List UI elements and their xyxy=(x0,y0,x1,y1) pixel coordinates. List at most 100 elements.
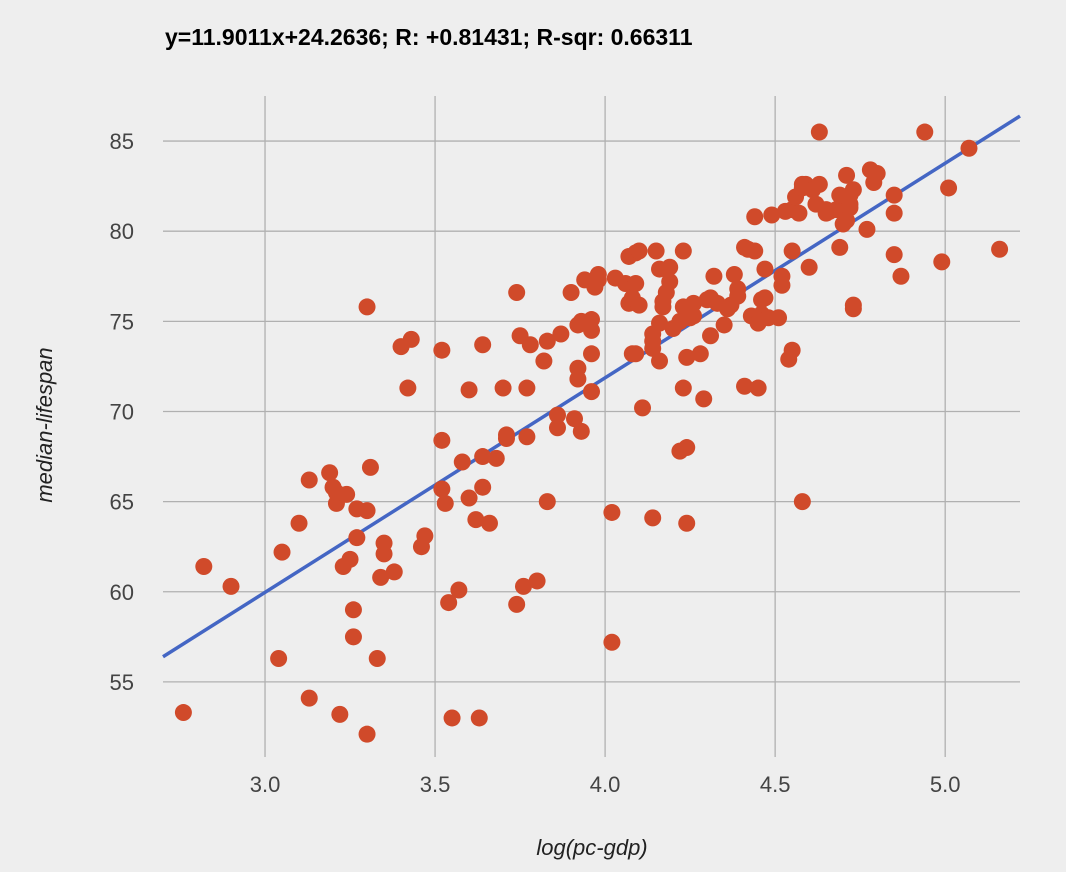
data-point xyxy=(729,280,747,298)
data-point xyxy=(773,276,791,294)
data-point xyxy=(831,238,849,256)
data-point xyxy=(736,377,754,395)
data-point xyxy=(705,267,723,285)
data-point xyxy=(372,568,390,586)
data-point xyxy=(678,348,696,366)
data-point xyxy=(603,633,621,651)
data-point xyxy=(433,480,451,498)
data-point xyxy=(538,493,556,511)
data-point xyxy=(467,511,485,529)
data-point xyxy=(634,399,652,417)
data-point xyxy=(603,503,621,521)
data-point xyxy=(793,493,811,511)
data-point xyxy=(348,529,366,547)
data-point xyxy=(518,428,536,446)
data-point xyxy=(290,514,308,532)
data-point xyxy=(358,502,376,520)
data-point xyxy=(627,274,645,292)
data-point xyxy=(885,186,903,204)
data-point xyxy=(630,296,648,314)
data-point xyxy=(548,419,566,437)
data-point xyxy=(385,563,403,581)
data-point xyxy=(746,242,764,260)
data-point xyxy=(402,330,420,348)
data-point xyxy=(174,704,192,722)
data-point xyxy=(583,345,600,363)
data-point xyxy=(715,316,733,334)
data-point xyxy=(756,260,774,278)
data-point xyxy=(838,166,856,184)
data-point xyxy=(885,246,903,264)
data-point xyxy=(344,628,362,646)
data-point xyxy=(433,431,451,449)
data-point xyxy=(470,709,488,727)
y-tick-label: 70 xyxy=(110,399,134,424)
data-point xyxy=(538,332,556,350)
data-point xyxy=(702,327,720,345)
data-point xyxy=(514,577,532,595)
x-tick-label: 4.5 xyxy=(760,772,791,797)
data-point xyxy=(749,379,767,397)
data-point xyxy=(691,345,709,363)
data-point xyxy=(474,448,492,466)
data-point xyxy=(548,406,566,424)
data-point xyxy=(300,471,318,489)
data-point xyxy=(630,242,648,260)
data-point xyxy=(399,379,417,397)
data-point xyxy=(661,273,679,291)
data-point xyxy=(443,709,461,727)
data-point xyxy=(960,139,978,157)
data-point xyxy=(627,345,645,363)
data-point xyxy=(892,267,910,285)
data-point xyxy=(810,123,828,141)
data-point xyxy=(358,725,376,743)
data-point xyxy=(450,581,468,599)
data-point xyxy=(562,284,580,302)
data-point xyxy=(474,478,492,496)
data-point xyxy=(678,514,696,532)
data-point xyxy=(460,381,478,399)
x-tick-label: 3.0 xyxy=(250,772,281,797)
data-point xyxy=(331,705,349,723)
data-point xyxy=(321,464,339,482)
data-point xyxy=(535,352,553,370)
y-tick-label: 85 xyxy=(110,129,134,154)
data-point xyxy=(416,527,434,545)
data-point xyxy=(453,453,471,471)
data-point xyxy=(674,242,692,260)
data-points xyxy=(174,123,1009,743)
data-point xyxy=(528,572,546,590)
data-point xyxy=(756,289,774,307)
data-point xyxy=(783,341,801,359)
data-point xyxy=(844,300,862,318)
data-point xyxy=(338,485,356,503)
data-point xyxy=(810,175,828,193)
data-point xyxy=(518,379,536,397)
data-point xyxy=(783,242,801,260)
data-point xyxy=(933,253,951,271)
data-point xyxy=(940,179,958,197)
data-point xyxy=(991,240,1009,258)
data-point xyxy=(341,550,359,568)
data-point xyxy=(480,514,498,532)
data-point xyxy=(440,594,458,612)
data-point xyxy=(647,242,665,260)
data-point xyxy=(494,379,512,397)
data-point xyxy=(273,543,291,561)
data-point xyxy=(508,284,526,302)
data-point xyxy=(790,204,808,222)
data-point xyxy=(222,577,240,595)
data-point xyxy=(858,220,876,238)
y-tick-label: 75 xyxy=(110,309,134,334)
data-point xyxy=(368,649,386,667)
data-point xyxy=(695,390,713,408)
data-point xyxy=(844,181,862,199)
data-point xyxy=(521,336,539,354)
data-point xyxy=(678,439,696,457)
data-point xyxy=(361,458,379,476)
data-point xyxy=(497,426,515,444)
data-point xyxy=(725,265,743,283)
data-point xyxy=(685,294,703,312)
data-point xyxy=(583,311,600,329)
